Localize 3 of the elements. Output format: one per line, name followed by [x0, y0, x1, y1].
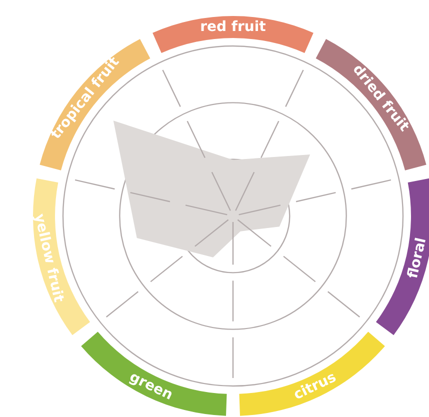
spoke-label: yellow fruit [30, 212, 67, 304]
spoke-label: floral [404, 236, 429, 280]
spoke-label: red fruit [200, 19, 266, 35]
